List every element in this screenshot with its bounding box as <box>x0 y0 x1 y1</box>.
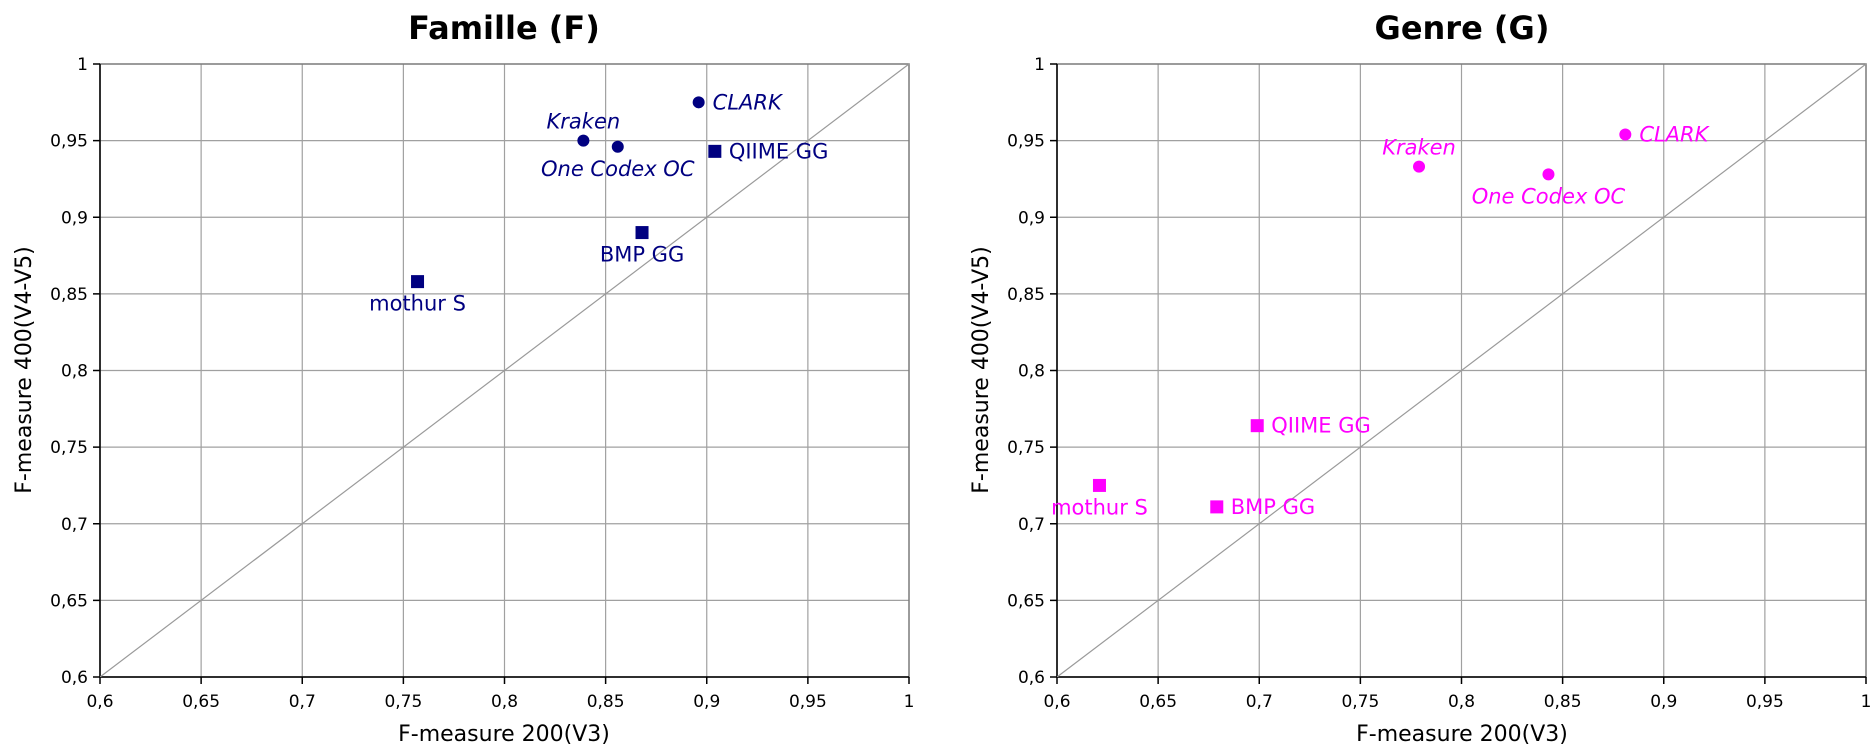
y-tick-label: 0,7 <box>1018 515 1045 535</box>
chart-panel-genre: Genre (G) F-measure 200(V3) F-measure 40… <box>969 9 1871 747</box>
data-point-kraken <box>577 134 590 147</box>
chart-title: Genre (G) <box>1375 9 1550 47</box>
point-label-bmp-gg: BMP GG <box>600 243 684 267</box>
point-label-one-codex-oc: One Codex OC <box>1472 184 1626 208</box>
data-point-mothur-s <box>1092 478 1106 492</box>
plot-area: 0,6 0,65 0,7 0,75 0,8 0,85 0,9 0,95 1 0,6 0,65 0,7 0… <box>50 55 914 712</box>
x-axis-label: F-measure 200(V3) <box>398 722 610 747</box>
point-label-kraken: Kraken <box>1382 136 1456 160</box>
point-label-mothur-s: mothur S <box>1051 495 1148 519</box>
x-tick-label: 0,95 <box>1746 692 1784 712</box>
x-tick-label: 0,65 <box>1139 692 1177 712</box>
x-tick-label: 1 <box>1861 692 1872 712</box>
x-tick-label: 0,65 <box>182 692 220 712</box>
y-tick-label: 0,8 <box>61 362 88 382</box>
point-label-bmp-gg: BMP GG <box>1231 495 1315 519</box>
x-tick-label: 0,75 <box>1341 692 1379 712</box>
data-point-one-codex-oc <box>1542 168 1555 181</box>
point-label-mothur-s: mothur S <box>369 292 466 316</box>
x-tick-label: 0,7 <box>289 692 316 712</box>
y-axis-label: F-measure 400(V4-V5) <box>969 246 994 493</box>
x-tick-label: 0,8 <box>1448 692 1475 712</box>
y-tick-label: 0,9 <box>1018 208 1045 228</box>
x-tick-label: 0,85 <box>587 692 625 712</box>
x-tick-label: 0,8 <box>491 692 518 712</box>
plot-area: 0,6 0,65 0,7 0,75 0,8 0,85 0,9 0,95 1 0,6 0,65 0,7 0… <box>1007 55 1871 712</box>
point-label-clark: CLARK <box>713 90 784 114</box>
y-tick-label: 0,65 <box>50 591 88 611</box>
y-tick-label: 0,9 <box>61 208 88 228</box>
y-tick-label: 0,7 <box>61 515 88 535</box>
data-point-bmp-gg <box>1210 500 1224 514</box>
data-point-mothur-s <box>411 275 425 289</box>
y-tick-label: 0,75 <box>1007 438 1045 458</box>
data-point-qiime-gg <box>708 144 722 158</box>
y-tick-label: 0,75 <box>50 438 88 458</box>
point-label-clark: CLARK <box>1639 122 1710 146</box>
diagonal-reference-line <box>99 63 910 678</box>
point-label-qiime-gg: QIIME GG <box>729 139 829 163</box>
y-tick-label: 0,6 <box>1018 668 1045 688</box>
chart-title: Famille (F) <box>408 9 600 47</box>
data-point-qiime-gg <box>1250 419 1264 433</box>
x-tick-label: 0,6 <box>1043 692 1070 712</box>
data-point-one-codex-oc <box>611 140 624 153</box>
data-point-bmp-gg <box>635 226 649 240</box>
x-axis-label: F-measure 200(V3) <box>1356 722 1568 747</box>
y-tick-label: 0,95 <box>1007 132 1045 152</box>
y-tick-label: 0,85 <box>1007 285 1045 305</box>
y-tick-label: 0,85 <box>50 285 88 305</box>
y-tick-label: 0,8 <box>1018 362 1045 382</box>
diagonal-reference-line <box>1056 63 1867 678</box>
data-point-clark <box>1619 128 1632 141</box>
point-label-one-codex-oc: One Codex OC <box>541 157 695 181</box>
y-tick-label: 1 <box>1034 55 1045 75</box>
data-point-kraken <box>1413 160 1426 173</box>
y-tick-label: 0,95 <box>50 132 88 152</box>
x-tick-label: 0,9 <box>693 692 720 712</box>
point-label-qiime-gg: QIIME GG <box>1271 414 1371 438</box>
x-tick-label: 0,95 <box>789 692 827 712</box>
y-tick-label: 0,65 <box>1007 591 1045 611</box>
x-tick-label: 0,75 <box>384 692 422 712</box>
point-label-kraken: Kraken <box>547 110 621 134</box>
data-point-clark <box>692 96 705 109</box>
x-tick-label: 0,6 <box>86 692 113 712</box>
y-tick-label: 0,6 <box>61 668 88 688</box>
y-tick-label: 1 <box>77 55 88 75</box>
chart-panel-famille: Famille (F) F-measure 200(V3) F-measure … <box>12 9 914 747</box>
x-tick-label: 1 <box>904 692 915 712</box>
x-tick-label: 0,7 <box>1246 692 1273 712</box>
x-tick-label: 0,85 <box>1544 692 1582 712</box>
y-axis-label: F-measure 400(V4-V5) <box>12 246 37 493</box>
x-tick-label: 0,9 <box>1650 692 1677 712</box>
